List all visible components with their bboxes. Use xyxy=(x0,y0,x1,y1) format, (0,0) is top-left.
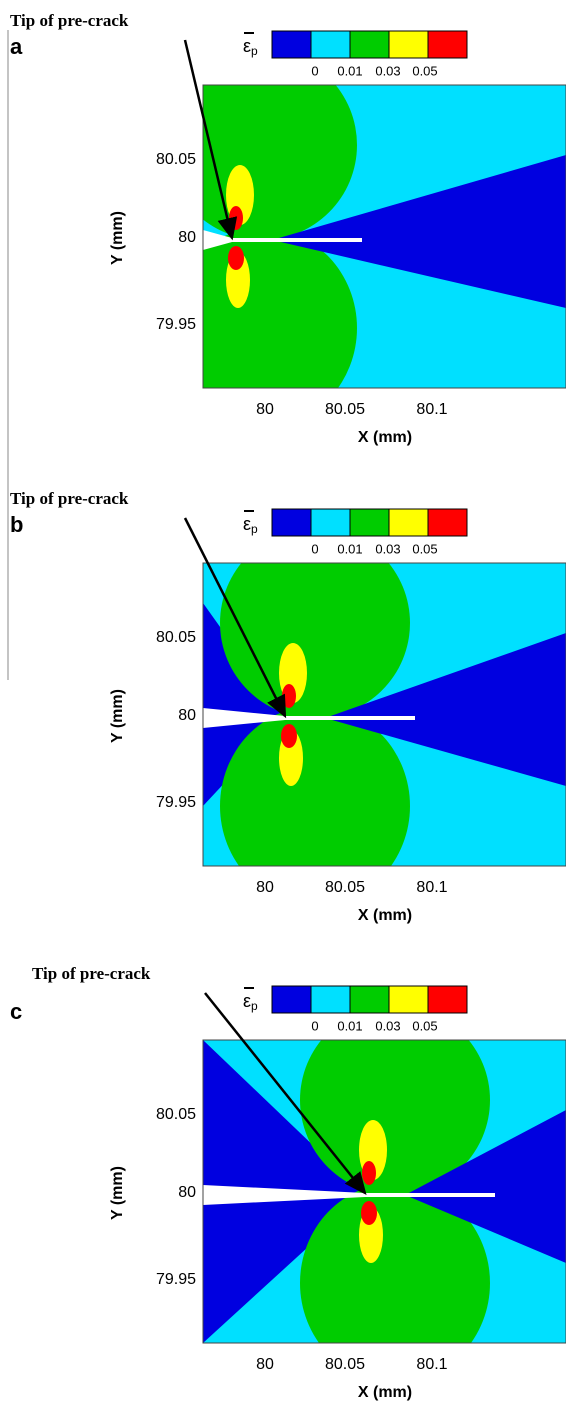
y-tick-label: 79.95 xyxy=(156,794,196,811)
y-axis-label: Y (mm) xyxy=(109,1166,126,1220)
crack xyxy=(203,708,285,728)
x-tick-label: 80 xyxy=(256,879,274,896)
arrow xyxy=(183,517,287,719)
field-red xyxy=(362,1161,376,1185)
panel-letter: a xyxy=(10,34,23,59)
colorbar-tick: 0.03 xyxy=(375,541,400,556)
colorbar-cell xyxy=(388,985,429,1014)
field-green xyxy=(220,563,410,718)
x-tick-label: 80.05 xyxy=(325,1356,365,1373)
subscript: p xyxy=(251,522,258,536)
annotation: Tip of pre-crack xyxy=(10,11,129,30)
colorbar-tick: 0.01 xyxy=(337,1018,362,1033)
field-blue-left xyxy=(203,603,285,806)
x-axis-label: X (mm) xyxy=(358,429,412,446)
annotation: Tip of pre-crack xyxy=(10,489,129,508)
colorbar-cell xyxy=(349,508,390,537)
field-red xyxy=(228,246,244,270)
x-tick-label: 80.1 xyxy=(416,401,447,418)
symbol: ε xyxy=(243,991,251,1011)
x-tick-label: 80.05 xyxy=(325,879,365,896)
field-blue-right xyxy=(272,155,566,308)
colorbar-tick: 0.05 xyxy=(412,541,437,556)
field-red xyxy=(229,206,243,230)
colorbar-tick: 0 xyxy=(311,63,318,78)
y-tick-label: 80 xyxy=(178,1184,196,1201)
colorbar-tick: 0.05 xyxy=(412,63,437,78)
colorbar-tick: 0.05 xyxy=(412,1018,437,1033)
y-tick-label: 79.95 xyxy=(156,1271,196,1288)
colorbar-cell xyxy=(427,985,468,1014)
crack xyxy=(203,230,232,250)
colorbar-cell xyxy=(349,30,390,59)
colorbar-tick: 0 xyxy=(311,1018,318,1033)
field-green xyxy=(203,85,357,240)
crack-ext xyxy=(285,716,415,720)
field-blue-right xyxy=(405,1110,566,1263)
contour-map xyxy=(203,563,566,866)
symbol: ε xyxy=(243,514,251,534)
x-axis-label: X (mm) xyxy=(358,907,412,924)
colorbar-cell xyxy=(427,30,468,59)
colorbar-symbol: εp xyxy=(243,991,258,1013)
subscript: p xyxy=(251,999,258,1013)
colorbar-cell xyxy=(310,985,351,1014)
x-tick-label: 80 xyxy=(256,1356,274,1373)
crack xyxy=(203,1185,365,1205)
field-green xyxy=(220,706,410,866)
plot-frame xyxy=(202,1039,566,1344)
colorbar-tick: 0.01 xyxy=(337,541,362,556)
colorbar-symbol: εp xyxy=(243,514,258,536)
contour-map xyxy=(203,85,566,388)
crack-ext xyxy=(365,1193,495,1197)
y-tick-label: 80.05 xyxy=(156,1106,196,1123)
colorbar-symbol: εp xyxy=(243,36,258,58)
x-tick-label: 80.1 xyxy=(416,879,447,896)
x-tick-label: 80.1 xyxy=(416,1356,447,1373)
y-tick-label: 80.05 xyxy=(156,151,196,168)
y-tick-label: 80.05 xyxy=(156,629,196,646)
colorbar-cell xyxy=(388,30,429,59)
field-red xyxy=(282,684,296,708)
field-blue-right xyxy=(325,633,566,786)
y-axis-label: Y (mm) xyxy=(109,211,126,265)
arrow xyxy=(204,992,367,1195)
colorbar-cell xyxy=(271,30,312,59)
panel-letter: c xyxy=(10,999,22,1024)
contour-map xyxy=(203,1040,566,1343)
colorbar-tick: 0.03 xyxy=(375,1018,400,1033)
colorbar-cell xyxy=(427,508,468,537)
y-tick-label: 80 xyxy=(178,229,196,246)
colorbar-tick: 0.03 xyxy=(375,63,400,78)
plot-frame xyxy=(202,562,566,867)
colorbar-cell xyxy=(388,508,429,537)
annotation: Tip of pre-crack xyxy=(32,964,151,983)
colorbar-cell xyxy=(271,985,312,1014)
field-green xyxy=(300,1040,490,1195)
x-tick-label: 80.05 xyxy=(325,401,365,418)
colorbar-cell xyxy=(271,508,312,537)
colorbar-tick: 0 xyxy=(311,541,318,556)
x-tick-label: 80 xyxy=(256,401,274,418)
colorbar-cell xyxy=(310,30,351,59)
symbol: ε xyxy=(243,36,251,56)
panel-letter: b xyxy=(10,512,23,537)
arrow xyxy=(183,39,238,241)
colorbar-cell xyxy=(310,508,351,537)
field-red xyxy=(281,724,297,748)
crack-ext xyxy=(232,238,362,242)
colorbar-tick: 0.01 xyxy=(337,63,362,78)
y-axis-label: Y (mm) xyxy=(109,689,126,743)
colorbar-cell xyxy=(349,985,390,1014)
field-red xyxy=(361,1201,377,1225)
y-tick-label: 79.95 xyxy=(156,316,196,333)
plot-frame xyxy=(202,84,566,389)
subscript: p xyxy=(251,44,258,58)
y-tick-label: 80 xyxy=(178,707,196,724)
x-axis-label: X (mm) xyxy=(358,1384,412,1401)
field-green xyxy=(300,1183,490,1343)
